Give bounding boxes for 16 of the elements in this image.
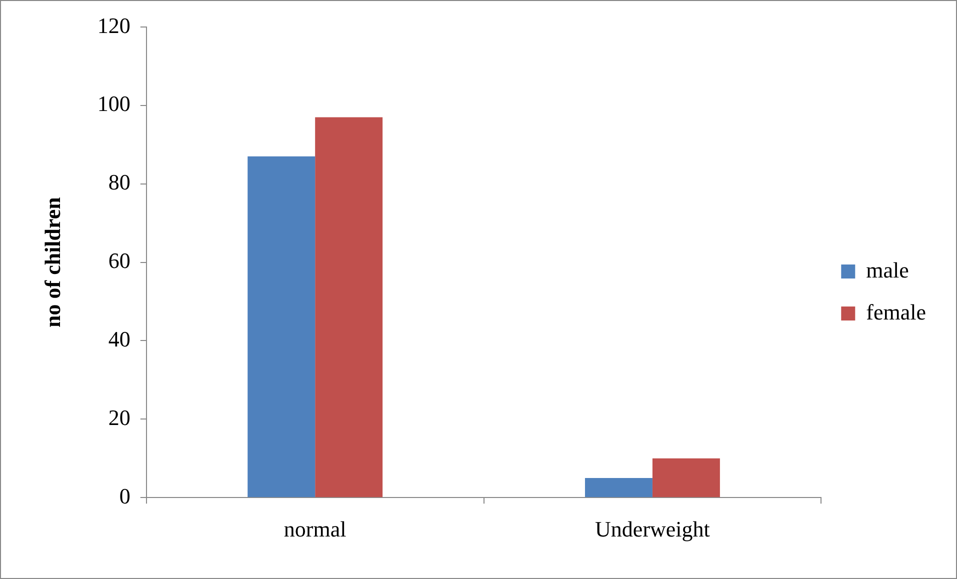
y-tick-label: 60 xyxy=(108,248,130,274)
x-tick-label: normal xyxy=(284,516,346,542)
y-tick-label: 100 xyxy=(97,91,130,116)
y-axis-title: no of children xyxy=(40,197,65,328)
bar xyxy=(315,117,383,498)
legend-label: female xyxy=(866,299,926,324)
y-tick-label: 120 xyxy=(97,12,130,38)
bar xyxy=(584,478,652,498)
y-tick-label: 80 xyxy=(108,170,130,195)
bar xyxy=(652,458,720,498)
bar xyxy=(248,156,316,498)
x-tick-label: Underweight xyxy=(595,516,710,542)
legend-label: male xyxy=(866,257,909,282)
y-tick-label: 40 xyxy=(108,326,130,352)
y-tick-label: 0 xyxy=(119,483,130,508)
y-tick-label: 20 xyxy=(108,404,130,430)
